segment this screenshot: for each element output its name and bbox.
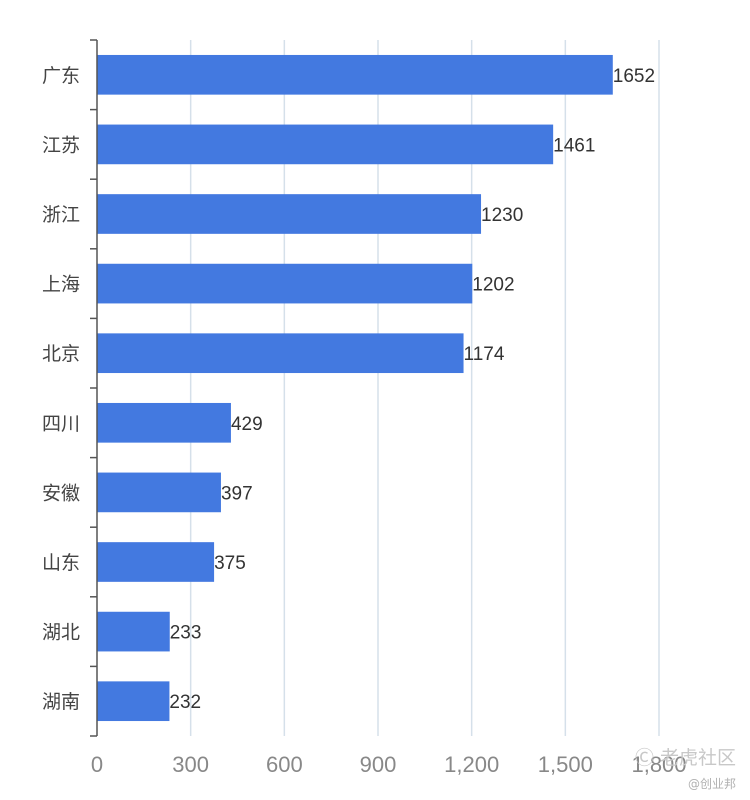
x-tick-label: 600 — [266, 752, 303, 777]
category-label: 湖北 — [42, 622, 80, 644]
x-tick-label: 900 — [360, 752, 397, 777]
bar — [97, 54, 613, 95]
bar — [97, 194, 482, 234]
bar — [97, 124, 554, 165]
bar — [97, 472, 221, 513]
category-label: 湖南 — [42, 691, 80, 713]
data-label: 1652 — [613, 66, 655, 87]
x-tick-label: 1,500 — [538, 752, 593, 777]
data-labels: 1652 1461 1230 1202 1174 429 397 375 233 232 — [169, 66, 655, 713]
category-label: 江苏 — [42, 134, 80, 156]
data-label: 1230 — [481, 205, 523, 226]
data-label: 233 — [170, 623, 202, 644]
y-axis — [90, 39, 98, 737]
x-tick-label: 1,200 — [444, 752, 499, 777]
bar — [97, 333, 464, 374]
x-tick-labels: 0 300 600 900 1,200 1,500 1,800 — [91, 752, 687, 777]
category-label: 广东 — [42, 65, 80, 87]
category-label: 浙江 — [42, 204, 80, 226]
watermark-community: Ⓒ 老虎社区 — [634, 747, 736, 769]
category-label: 四川 — [42, 413, 80, 435]
x-tick-label: 300 — [172, 752, 209, 777]
bar — [97, 681, 170, 722]
watermark-source: @创业邦 — [687, 777, 736, 791]
x-tick-label: 1,800 — [631, 752, 686, 777]
data-label: 1461 — [553, 135, 595, 156]
category-label: 安徽 — [42, 482, 80, 504]
bar — [97, 542, 215, 582]
category-label: 北京 — [42, 343, 80, 365]
data-label: 1174 — [464, 344, 505, 365]
bar — [97, 263, 473, 304]
bar — [97, 611, 170, 652]
data-label: 397 — [221, 483, 253, 504]
data-label: 232 — [169, 692, 201, 713]
bar — [97, 402, 231, 443]
category-label: 上海 — [42, 274, 80, 296]
category-label: 山东 — [42, 552, 80, 574]
bars — [97, 54, 613, 722]
data-label: 429 — [231, 414, 263, 435]
data-label: 375 — [214, 553, 246, 574]
x-tick-label: 0 — [91, 752, 103, 777]
data-label: 1202 — [472, 275, 514, 296]
